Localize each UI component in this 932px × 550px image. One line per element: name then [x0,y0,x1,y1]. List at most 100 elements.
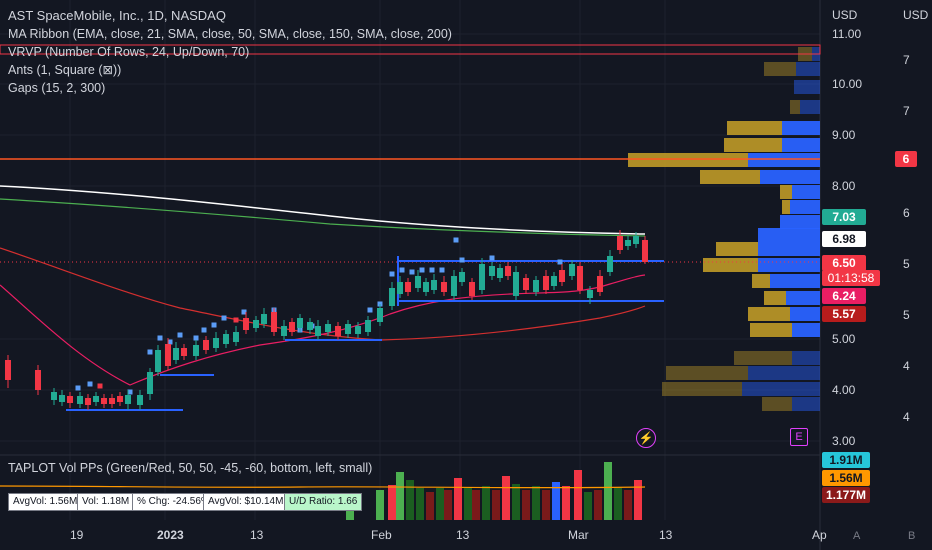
candle-body [431,280,437,290]
volume-profile-down-row [724,138,782,152]
candle-body [101,398,107,404]
volume-profile-up-row [742,382,820,396]
candle-body [253,320,259,328]
volume-bar [522,490,530,520]
volume-bar [502,476,510,520]
sma200-line [0,185,646,235]
resistance-price-tag[interactable]: 6 [895,151,917,167]
date-label: Feb [371,528,392,542]
volume-profile-down-row [752,274,770,288]
ant-marker [453,237,459,243]
candle-body [5,360,11,380]
candle-body [523,278,529,290]
ant-marker [429,267,435,273]
ant-marker [557,259,563,265]
candle-body [497,268,503,278]
price-label: 11.00 [832,27,862,41]
volume-bar [436,488,444,520]
ant-marker [201,327,207,333]
candle-body [137,395,143,405]
date-label: Mar [568,528,589,542]
ema21-price-tag[interactable]: 6.24 [822,288,866,304]
sma200-price-tag[interactable]: 6.98 [822,231,866,247]
currency-label-left[interactable]: USD [832,8,858,22]
candle-body [569,264,575,276]
avg-dollar-volume-stat: AvgVol: $10.14M [203,493,289,511]
volume-bar [624,490,632,520]
ud-ratio-stat: U/D Ratio: 1.66 [284,493,363,511]
sma150-price-tag[interactable]: 7.03 [822,209,866,225]
price-label: 5.00 [832,332,856,346]
volume-profile-down-row [762,397,792,411]
secondary-price-label: 6 [903,206,910,220]
candle-body [307,322,313,330]
volume-bar [512,484,520,520]
earnings-icon[interactable]: E [790,428,808,446]
volume-bar [562,486,570,520]
candle-body [271,312,277,332]
volume-profile-down-row [782,200,790,214]
volume-bar [396,472,404,520]
symbol-title[interactable]: AST SpaceMobile, Inc., 1D, NASDAQ [8,8,226,23]
volume-profile-up-row [780,215,820,229]
candle-body [543,276,549,290]
candle-body [67,396,73,403]
candle-body [193,345,199,356]
ant-marker [241,309,247,315]
candle-body [397,282,403,294]
volume-bar [542,490,550,520]
volume-bar [472,490,480,520]
compare-b-button[interactable]: B [908,530,916,542]
volume-profile-up-row [790,200,820,214]
base-lines [66,260,664,411]
volume-profile-up-row [770,274,820,288]
candlesticks [5,230,648,410]
date-label: 13 [456,528,470,542]
volume-bar [594,490,602,520]
bar-countdown-tag[interactable]: 01:13:58 [822,270,880,286]
volume-profile-down-row [666,366,748,380]
candle-body [551,276,557,286]
currency-label-right[interactable]: USD [903,8,929,22]
candle-body [125,395,131,404]
volume-profile-up-row [782,138,820,152]
volume-profile-down-row [790,100,800,114]
ant-marker [147,349,153,355]
vrvp-legend[interactable]: VRVP (Number Of Rows, 24, Up/Down, 70) [8,45,250,59]
candle-body [405,282,411,292]
volume-bar [634,480,642,520]
candle-body [261,314,267,324]
ants-legend[interactable]: Ants (1, Square (⊠)) [8,63,122,77]
current-volume-tag[interactable]: 1.177M [822,487,870,503]
sma50-price-tag[interactable]: 5.57 [822,306,866,322]
event-icon[interactable]: ⚡ [636,428,656,448]
date-label: 13 [250,528,264,542]
ant-marker [459,257,465,263]
candle-body [597,276,603,292]
candle-body [415,276,421,288]
candle-body [93,396,99,402]
ma-ribbon-legend[interactable]: MA Ribbon (EMA, close, 21, SMA, close, 5… [8,27,452,41]
volume-max-tag[interactable]: 1.91M [822,452,870,468]
volume-bar [444,490,452,520]
ema21-line [0,274,646,386]
taplot-legend[interactable]: TAPLOT Vol PPs (Green/Red, 50, 50, -45, … [8,461,373,475]
candle-body [147,372,153,394]
ant-marker [177,332,183,338]
gap-zone [0,44,821,55]
candle-body [243,318,249,330]
candle-body [513,272,519,296]
compare-a-button[interactable]: A [853,530,861,542]
avg-volume-line [0,485,646,489]
volume-bars [346,462,642,520]
candle-body [223,334,229,344]
gaps-legend[interactable]: Gaps (15, 2, 300) [8,81,106,95]
ant-marker [399,267,405,273]
candle-body [213,338,219,348]
last-price-tag[interactable]: 6.50 [822,255,866,271]
avg-volume-tag[interactable]: 1.56M [822,470,870,486]
ant-marker [367,307,373,313]
candle-body [587,290,593,298]
volume-bar [426,492,434,520]
